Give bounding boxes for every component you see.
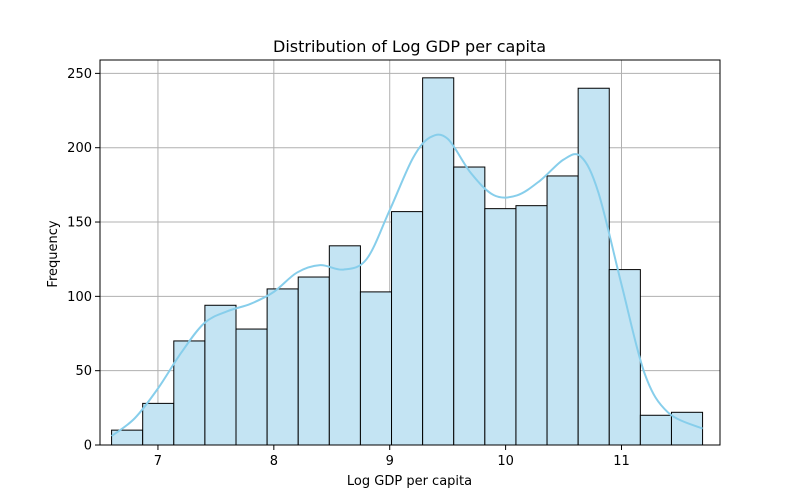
x-tick-label: 10 [497,454,514,469]
y-tick-label: 150 [67,216,92,231]
y-tick-label: 200 [67,141,92,156]
histogram-bar [235,328,268,446]
x-axis-label: Log GDP per capita [347,474,472,489]
bars [111,77,704,446]
histogram-bar [391,211,424,446]
histogram-bar [453,166,486,446]
histogram-bar [422,77,455,446]
histogram-bar [577,87,610,446]
axes-frame [99,59,721,446]
histogram-bar [484,208,517,446]
histogram-bar [297,276,330,446]
histogram-bar [359,291,393,446]
histogram-bar [204,304,237,446]
histogram-bar [266,288,299,446]
histogram-bar [639,414,672,446]
x-tick-label: 8 [270,454,278,469]
x-tick-label: 9 [386,454,394,469]
y-tick-label: 50 [75,364,92,379]
chart-title: Distribution of Log GDP per capita [273,37,546,56]
kde-curve [110,133,704,437]
histogram-bar [546,175,579,446]
axis-ticks: 7 8 9 10 11 0 50 100 150 200 250 [67,67,630,469]
x-tick-label: 7 [154,454,162,469]
histogram-bar [142,402,175,446]
y-tick-label: 250 [67,67,92,82]
y-tick-label: 100 [67,290,92,305]
histogram-bar [328,245,361,446]
kde-curve-group [110,133,704,437]
y-tick-label: 0 [84,439,92,454]
y-axis-label: Frequency [46,220,61,287]
x-tick-label: 11 [613,454,630,469]
histogram-bar [515,205,548,446]
